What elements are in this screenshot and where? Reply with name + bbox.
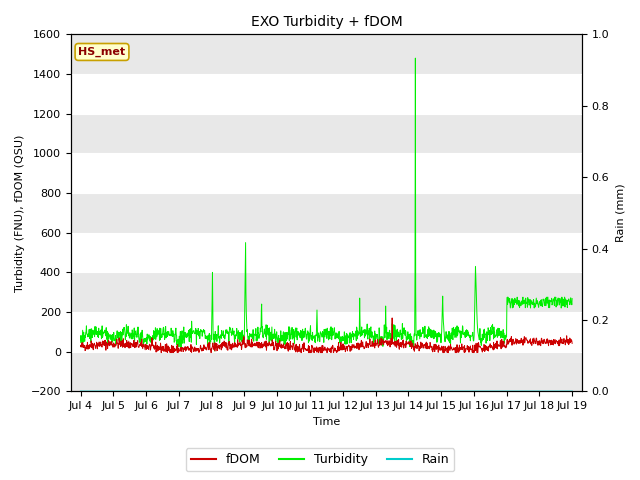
Rain [467, 388, 474, 394]
fDOM [568, 340, 576, 346]
fDOM [403, 339, 411, 345]
Rain [510, 388, 518, 394]
Bar [71, 193, 582, 233]
Rain [174, 388, 182, 394]
Turbidity [403, 338, 410, 344]
fDOM [241, 345, 249, 350]
Bar [71, 352, 582, 391]
Turbidity [511, 302, 518, 308]
Title: EXO Turbidity + fDOM: EXO Turbidity + fDOM [250, 15, 403, 29]
Y-axis label: Turbidity (FNU), fDOM (QSU): Turbidity (FNU), fDOM (QSU) [15, 134, 25, 291]
Rain [77, 388, 84, 394]
Rain [186, 388, 194, 394]
Y-axis label: Rain (mm): Rain (mm) [615, 183, 625, 242]
fDOM [511, 339, 518, 345]
Rain [568, 388, 576, 394]
fDOM [157, 350, 165, 356]
fDOM [467, 346, 475, 352]
X-axis label: Time: Time [313, 417, 340, 427]
Rain [403, 388, 410, 394]
Turbidity [186, 335, 194, 341]
fDOM [77, 343, 84, 348]
Legend: fDOM, Turbidity, Rain: fDOM, Turbidity, Rain [186, 448, 454, 471]
Turbidity [241, 260, 249, 265]
fDOM [186, 345, 194, 351]
fDOM [175, 347, 182, 353]
Line: Turbidity: Turbidity [81, 58, 572, 351]
Bar [71, 35, 582, 74]
Turbidity [568, 296, 576, 301]
Bar [71, 272, 582, 312]
Rain [241, 388, 249, 394]
fDOM [388, 315, 396, 321]
Turbidity [467, 333, 475, 339]
Turbidity [211, 348, 218, 354]
Line: fDOM: fDOM [81, 318, 572, 353]
Turbidity [412, 55, 419, 61]
Text: HS_met: HS_met [79, 47, 125, 57]
Bar [71, 114, 582, 153]
Turbidity [77, 339, 84, 345]
Turbidity [174, 338, 182, 344]
